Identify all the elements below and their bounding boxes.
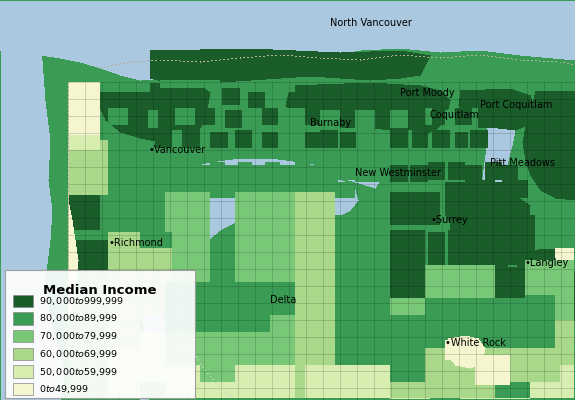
- Text: Median Income: Median Income: [43, 284, 157, 297]
- Text: $90,000 to $999,999: $90,000 to $999,999: [39, 295, 124, 307]
- Bar: [5, 270, 195, 398]
- Text: Coquitlam: Coquitlam: [430, 110, 480, 120]
- Text: $70,000 to $79,999: $70,000 to $79,999: [39, 330, 118, 342]
- Bar: [13, 348, 33, 360]
- Text: Pitt Meadows: Pitt Meadows: [490, 158, 555, 168]
- Text: Burnaby: Burnaby: [310, 118, 351, 128]
- Text: •Surrey: •Surrey: [430, 215, 467, 225]
- Text: $50,000 to $59,999: $50,000 to $59,999: [39, 366, 118, 378]
- Text: Port Moody: Port Moody: [400, 88, 455, 98]
- Text: •Vancouver: •Vancouver: [148, 145, 205, 155]
- Text: $0 to $49,999: $0 to $49,999: [39, 383, 89, 395]
- Bar: [13, 383, 33, 395]
- Bar: [13, 312, 33, 325]
- Text: New Westminster: New Westminster: [355, 168, 441, 178]
- Text: •Langley: •Langley: [524, 258, 568, 268]
- Bar: [13, 330, 33, 342]
- Text: $80,000 to $89,999: $80,000 to $89,999: [39, 312, 118, 324]
- Bar: [13, 365, 33, 378]
- Text: Delta: Delta: [270, 295, 296, 305]
- Bar: [13, 295, 33, 307]
- Text: •White Rock: •White Rock: [445, 338, 506, 348]
- Text: Port Coquitlam: Port Coquitlam: [480, 100, 553, 110]
- Text: North Vancouver: North Vancouver: [330, 18, 412, 28]
- Text: •Richmond: •Richmond: [108, 238, 163, 248]
- Text: $60,000 to $69,999: $60,000 to $69,999: [39, 348, 118, 360]
